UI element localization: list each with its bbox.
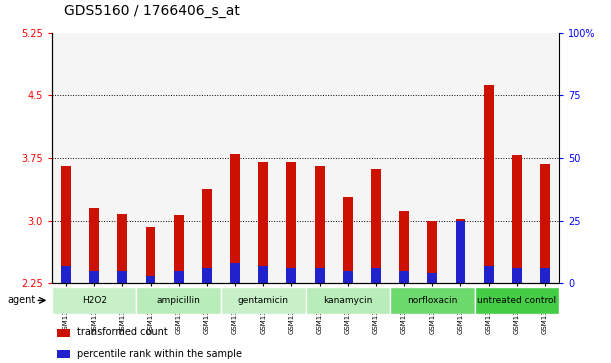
Bar xyxy=(89,208,99,283)
Text: norfloxacin: norfloxacin xyxy=(407,296,458,305)
Bar xyxy=(287,268,296,283)
Bar xyxy=(390,287,475,314)
Text: ampicillin: ampicillin xyxy=(157,296,200,305)
Text: percentile rank within the sample: percentile rank within the sample xyxy=(78,348,243,359)
Bar xyxy=(52,287,136,314)
Bar xyxy=(315,166,324,283)
Bar xyxy=(484,85,494,283)
Bar xyxy=(512,268,522,283)
Text: GDS5160 / 1766406_s_at: GDS5160 / 1766406_s_at xyxy=(64,4,240,18)
Bar xyxy=(136,287,221,314)
Bar xyxy=(399,211,409,283)
Bar xyxy=(371,169,381,283)
Bar xyxy=(258,162,268,283)
Bar xyxy=(145,276,155,283)
Bar xyxy=(315,268,324,283)
Bar xyxy=(287,162,296,283)
Text: H2O2: H2O2 xyxy=(82,296,107,305)
Bar xyxy=(343,271,353,283)
Bar xyxy=(61,266,71,283)
Text: gentamicin: gentamicin xyxy=(238,296,289,305)
Text: untreated control: untreated control xyxy=(477,296,557,305)
Bar xyxy=(456,219,466,283)
Bar xyxy=(427,220,437,283)
Bar xyxy=(89,271,99,283)
Bar xyxy=(202,189,212,283)
Bar xyxy=(484,266,494,283)
Bar xyxy=(540,164,550,283)
Bar xyxy=(221,287,306,314)
Bar xyxy=(343,197,353,283)
Bar xyxy=(174,271,184,283)
Text: transformed count: transformed count xyxy=(78,327,168,337)
Bar xyxy=(230,263,240,283)
Bar xyxy=(399,271,409,283)
Bar xyxy=(475,287,559,314)
Bar xyxy=(258,266,268,283)
Text: kanamycin: kanamycin xyxy=(323,296,373,305)
Bar xyxy=(371,268,381,283)
Bar xyxy=(230,154,240,283)
Bar xyxy=(174,215,184,283)
Bar xyxy=(202,268,212,283)
Bar xyxy=(57,329,70,337)
Text: agent: agent xyxy=(8,295,36,305)
Bar xyxy=(456,220,466,283)
Bar xyxy=(306,287,390,314)
Bar xyxy=(145,227,155,283)
Bar xyxy=(57,350,70,358)
Bar xyxy=(540,268,550,283)
Bar xyxy=(61,166,71,283)
Bar xyxy=(427,273,437,283)
Bar xyxy=(117,214,127,283)
Bar xyxy=(512,155,522,283)
Bar xyxy=(117,271,127,283)
